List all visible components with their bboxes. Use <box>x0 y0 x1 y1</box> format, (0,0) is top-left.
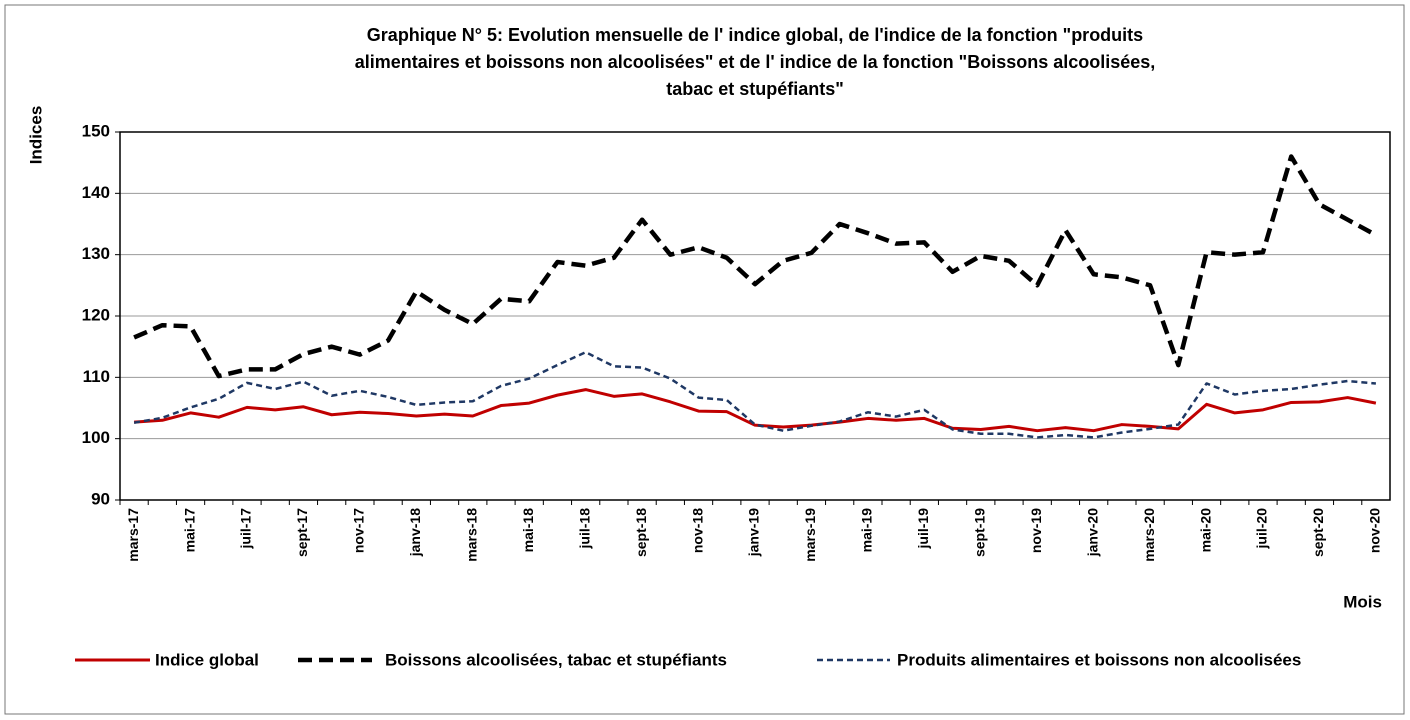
y-tick-label: 90 <box>91 489 110 508</box>
x-tick-label: nov-19 <box>1028 508 1044 553</box>
x-tick-label: mars-18 <box>463 508 479 562</box>
x-tick-label: juil-18 <box>576 508 592 550</box>
x-tick-label: sept-18 <box>633 508 649 557</box>
x-tick-label: juil-20 <box>1254 508 1270 550</box>
y-tick-label: 150 <box>82 121 110 140</box>
x-tick-label: janv-20 <box>1084 508 1100 557</box>
x-tick-label: nov-18 <box>689 508 705 553</box>
x-tick-label: mars-19 <box>802 508 818 562</box>
x-tick-label: mai-18 <box>520 508 536 553</box>
legend-label: Produits alimentaires et boissons non al… <box>897 650 1301 669</box>
x-tick-label: janv-19 <box>746 508 762 557</box>
plot-border <box>119 131 1391 501</box>
x-tick-label: janv-18 <box>407 508 423 557</box>
x-tick-label: sept-20 <box>1310 508 1326 557</box>
x-axis-label: Mois <box>1343 592 1382 611</box>
chart-title: tabac et stupéfiants" <box>666 79 844 99</box>
x-tick-label: mars-17 <box>125 508 141 562</box>
x-tick-label: juil-17 <box>238 508 254 550</box>
y-tick-label: 110 <box>83 367 110 386</box>
legend-label: Boissons alcoolisées, tabac et stupéfian… <box>385 650 727 669</box>
x-tick-label: sept-19 <box>971 508 987 557</box>
x-tick-label: sept-17 <box>294 508 310 557</box>
y-tick-label: 120 <box>82 305 110 324</box>
series-line <box>133 350 1376 439</box>
y-tick-label: 100 <box>82 428 110 447</box>
legend-label: Indice global <box>155 650 259 669</box>
x-tick-label: mars-20 <box>1141 508 1157 562</box>
series-line <box>133 154 1377 379</box>
y-axis-label: Indices <box>26 106 45 165</box>
x-tick-label: nov-20 <box>1367 508 1383 553</box>
x-tick-label: juil-19 <box>915 508 931 550</box>
x-tick-label: mai-20 <box>1197 508 1213 553</box>
x-tick-label: mai-19 <box>859 508 875 553</box>
chart-frame <box>4 4 1405 715</box>
series-line <box>134 388 1377 433</box>
chart-title: alimentaires et boissons non alcoolisées… <box>355 52 1156 72</box>
y-tick-label: 130 <box>82 244 110 263</box>
chart-title: Graphique N° 5: Evolution mensuelle de l… <box>367 25 1143 45</box>
x-tick-label: mai-17 <box>181 508 197 553</box>
y-tick-label: 140 <box>82 183 110 202</box>
x-tick-label: nov-17 <box>351 508 367 553</box>
